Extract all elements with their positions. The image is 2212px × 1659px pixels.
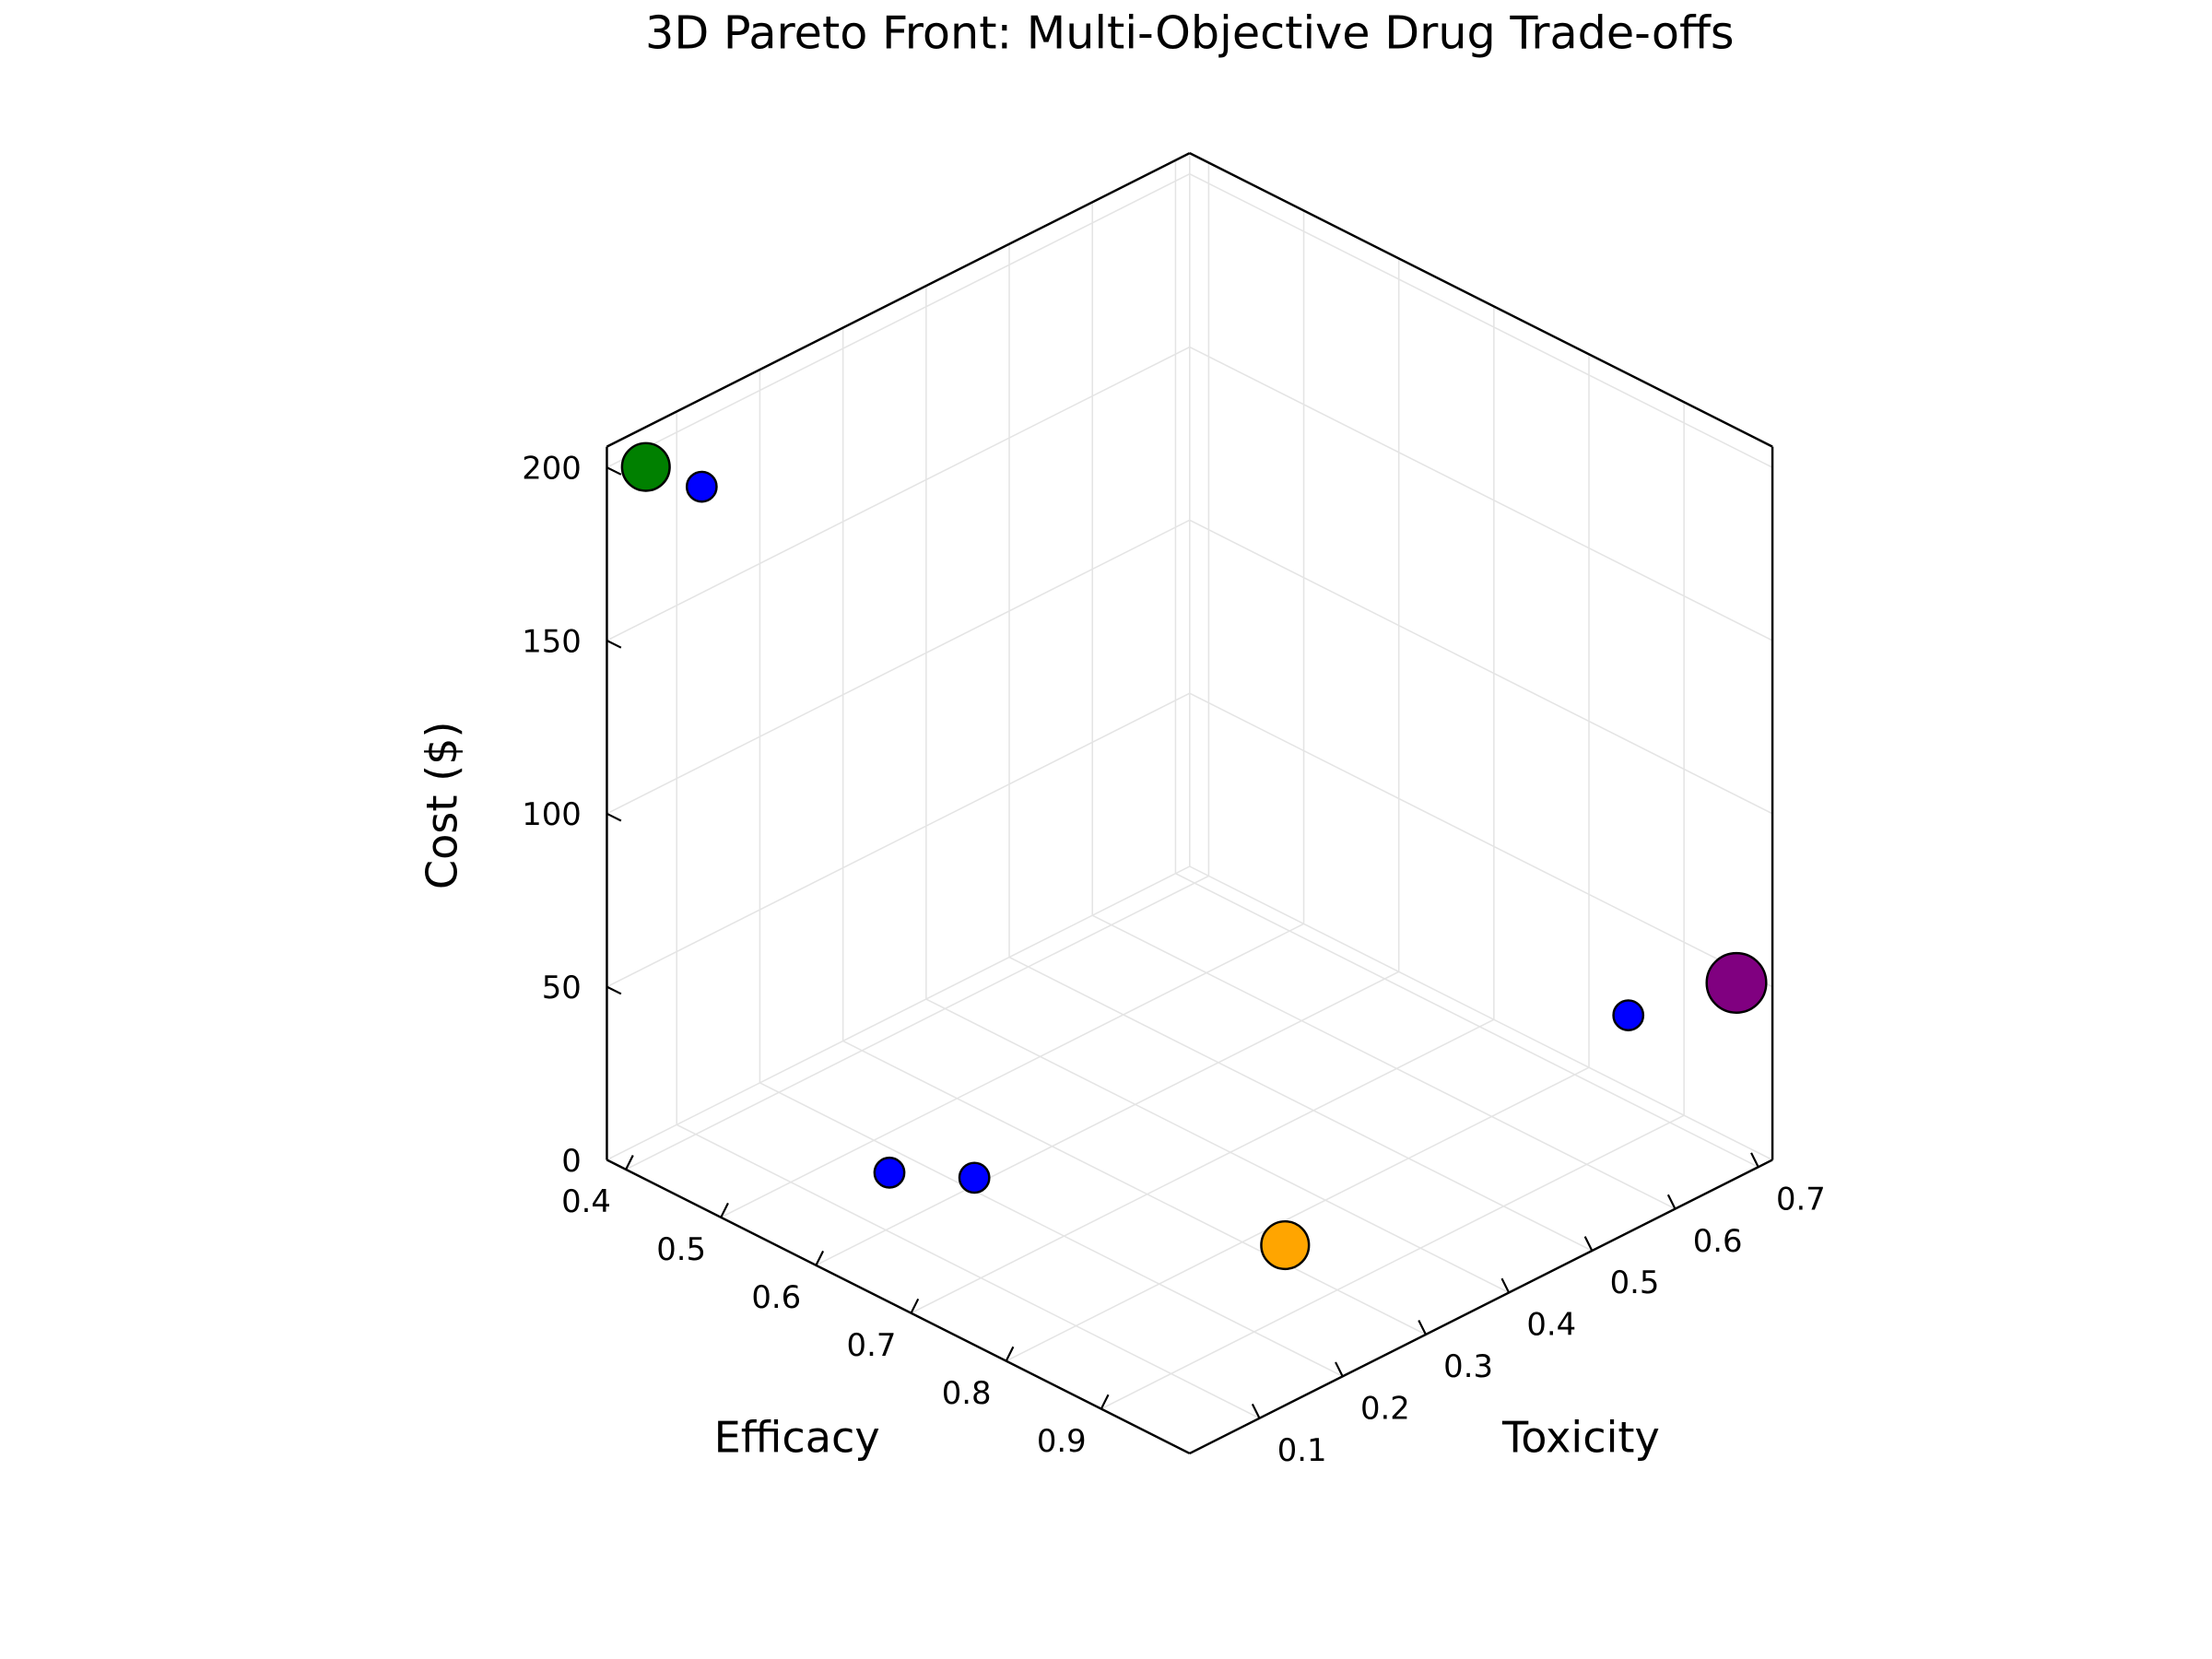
toxicity-tick-label: 0.7 bbox=[1776, 1181, 1826, 1217]
grid-line-efficacy-floor bbox=[625, 875, 1209, 1171]
grid-line-cost-left-wall bbox=[606, 692, 1191, 988]
efficacy-tick-label: 0.4 bbox=[561, 1183, 611, 1219]
axis-ticks: 0.4 0.5 0.6 0.7 0.8 0.9 0.1 0.2 0.3 0.4 0.5 0.6 0.7 0… bbox=[522, 450, 1826, 1467]
toxicity-tick bbox=[1500, 1277, 1511, 1293]
toxicity-tick bbox=[1750, 1152, 1759, 1168]
z-axis-label: Cost ($) bbox=[417, 722, 466, 890]
efficacy-tick bbox=[1100, 1394, 1110, 1410]
efficacy-tick bbox=[625, 1154, 634, 1171]
cost-tick-label: 200 bbox=[522, 450, 582, 486]
grid-line-toxicity-floor bbox=[1091, 914, 1676, 1210]
grid-line-cost-right-wall bbox=[1189, 519, 1773, 815]
data-point bbox=[873, 1156, 906, 1189]
chart-title: 3D Pareto Front: Multi-Objective Drug Tr… bbox=[645, 6, 1734, 59]
efficacy-tick bbox=[1005, 1346, 1015, 1362]
toxicity-tick bbox=[1251, 1403, 1261, 1419]
cost-tick-label: 150 bbox=[522, 623, 582, 659]
toxicity-tick-label: 0.6 bbox=[1693, 1223, 1743, 1259]
efficacy-tick bbox=[910, 1298, 920, 1314]
toxicity-tick-label: 0.3 bbox=[1443, 1348, 1493, 1384]
data-point bbox=[1705, 951, 1768, 1014]
grid-line-efficacy-floor bbox=[911, 1018, 1495, 1314]
grid-line-efficacy-floor bbox=[1100, 1114, 1685, 1410]
efficacy-tick-label: 0.7 bbox=[847, 1327, 897, 1363]
toxicity-tick bbox=[1666, 1194, 1677, 1210]
data-point bbox=[620, 441, 671, 492]
efficacy-tick-label: 0.6 bbox=[751, 1279, 801, 1315]
grid-line-cost-left-wall bbox=[606, 519, 1191, 815]
efficacy-tick bbox=[720, 1202, 729, 1218]
grid-line-cost-right-wall bbox=[1189, 692, 1773, 988]
toxicity-tick bbox=[1583, 1236, 1594, 1252]
data-point bbox=[958, 1161, 991, 1194]
frame-top-right-edge bbox=[1189, 152, 1773, 448]
efficacy-axis-line bbox=[606, 1159, 1191, 1455]
grid-line-cost-left-wall bbox=[606, 346, 1191, 641]
y-axis-label: Toxicity bbox=[1501, 1412, 1660, 1462]
toxicity-tick-label: 0.2 bbox=[1360, 1390, 1410, 1426]
data-points bbox=[620, 441, 1768, 1271]
grid-line-toxicity-floor bbox=[1175, 873, 1759, 1168]
efficacy-tick-label: 0.8 bbox=[942, 1375, 992, 1411]
efficacy-tick-label: 0.9 bbox=[1037, 1423, 1087, 1459]
cost-tick bbox=[606, 640, 622, 649]
grid-line-cost-left-wall bbox=[606, 865, 1191, 1161]
grid-line-efficacy-floor bbox=[816, 971, 1400, 1266]
frame-top-left-edge bbox=[606, 152, 1191, 448]
grid-line-cost-left-wall bbox=[606, 173, 1191, 468]
grid-line-cost-right-wall bbox=[1189, 173, 1773, 468]
cost-tick bbox=[606, 985, 622, 995]
cost-tick bbox=[606, 812, 622, 822]
efficacy-tick bbox=[815, 1250, 825, 1266]
toxicity-tick-label: 0.1 bbox=[1277, 1432, 1327, 1468]
grid-line-efficacy-floor bbox=[1006, 1066, 1590, 1362]
grid-line-toxicity-floor bbox=[759, 1082, 1344, 1378]
cost-tick bbox=[606, 1159, 622, 1169]
grid-line-efficacy-floor bbox=[720, 923, 1304, 1218]
grid-line-toxicity-floor bbox=[676, 1124, 1260, 1419]
toxicity-tick bbox=[1418, 1320, 1427, 1335]
grid-lines bbox=[606, 153, 1773, 1419]
x-axis-label: Efficacy bbox=[714, 1412, 880, 1462]
toxicity-tick bbox=[1335, 1361, 1344, 1377]
efficacy-tick-label: 0.5 bbox=[656, 1231, 706, 1267]
toxicity-tick-label: 0.5 bbox=[1610, 1265, 1660, 1300]
grid-line-cost-right-wall bbox=[1189, 865, 1773, 1161]
data-point bbox=[685, 470, 718, 503]
data-point bbox=[1260, 1219, 1311, 1271]
toxicity-axis-line bbox=[1189, 1159, 1773, 1455]
data-point bbox=[1612, 999, 1645, 1031]
grid-line-toxicity-floor bbox=[1008, 956, 1593, 1252]
cost-tick-label: 100 bbox=[522, 796, 582, 832]
grid-line-toxicity-floor bbox=[925, 998, 1510, 1294]
grid-line-cost-right-wall bbox=[1189, 346, 1773, 641]
cost-tick-label: 0 bbox=[561, 1143, 582, 1179]
cost-tick-label: 50 bbox=[542, 970, 582, 1006]
cost-tick bbox=[606, 466, 622, 476]
toxicity-tick-label: 0.4 bbox=[1526, 1307, 1576, 1343]
grid-line-toxicity-floor bbox=[842, 1040, 1427, 1335]
